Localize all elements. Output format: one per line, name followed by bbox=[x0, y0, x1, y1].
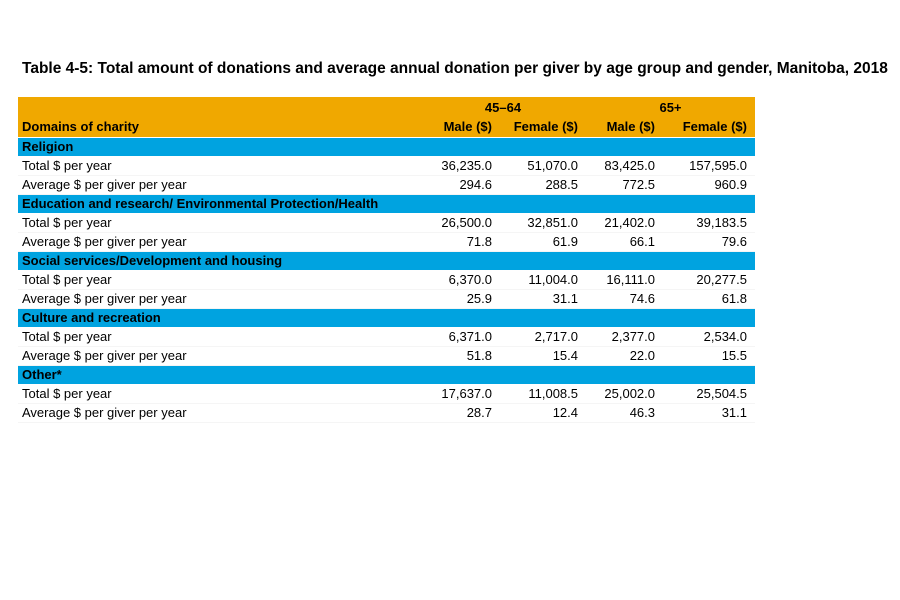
value-cell: 11,004.0 bbox=[500, 270, 586, 290]
total-row: Total $ per year 6,370.0 11,004.0 16,111.0 2… bbox=[18, 270, 755, 290]
value-cell: 21,402.0 bbox=[586, 213, 663, 233]
age-group-65-plus: 65+ bbox=[586, 97, 755, 117]
section-name: Other* bbox=[18, 364, 755, 385]
average-row: Average $ per giver per year 25.9 31.1 74.6… bbox=[18, 289, 755, 309]
section-header-row: Education and research/ Environmental Pr… bbox=[18, 193, 755, 214]
value-cell: 2,377.0 bbox=[586, 327, 663, 347]
section-header-row: Culture and recreation bbox=[18, 307, 755, 328]
value-cell: 71.8 bbox=[420, 232, 500, 252]
value-cell: 960.9 bbox=[663, 175, 755, 195]
column-header-female-45-64: Female ($) bbox=[500, 117, 586, 137]
value-cell: 31.1 bbox=[500, 289, 586, 309]
average-row: Average $ per giver per year 294.6 288.5 77… bbox=[18, 175, 755, 195]
average-row: Average $ per giver per year 51.8 15.4 22.0… bbox=[18, 346, 755, 366]
section-header-row: Social services/Development and housing bbox=[18, 250, 755, 271]
column-header-domains: Domains of charity bbox=[18, 117, 420, 137]
average-row: Average $ per giver per year 71.8 61.9 66.1… bbox=[18, 232, 755, 252]
section-name: Social services/Development and housing bbox=[18, 250, 755, 271]
section-header-row: Other* bbox=[18, 364, 755, 385]
value-cell: 157,595.0 bbox=[663, 156, 755, 176]
value-cell: 46.3 bbox=[586, 403, 663, 423]
value-cell: 31.1 bbox=[663, 403, 755, 423]
value-cell: 26,500.0 bbox=[420, 213, 500, 233]
value-cell: 79.6 bbox=[663, 232, 755, 252]
value-cell: 15.5 bbox=[663, 346, 755, 366]
value-cell: 2,534.0 bbox=[663, 327, 755, 347]
donations-table: 45–64 65+ Domains of charity Male ($) Fe… bbox=[18, 97, 755, 423]
value-cell: 20,277.5 bbox=[663, 270, 755, 290]
value-cell: 74.6 bbox=[586, 289, 663, 309]
value-cell: 12.4 bbox=[500, 403, 586, 423]
section-header-row: Religion bbox=[18, 136, 755, 157]
column-header-row: Domains of charity Male ($) Female ($) M… bbox=[18, 117, 755, 137]
value-cell: 25.9 bbox=[420, 289, 500, 309]
row-label: Average $ per giver per year bbox=[18, 289, 420, 309]
value-cell: 25,504.5 bbox=[663, 384, 755, 404]
row-label: Total $ per year bbox=[18, 270, 420, 290]
value-cell: 6,371.0 bbox=[420, 327, 500, 347]
section-name: Education and research/ Environmental Pr… bbox=[18, 193, 755, 214]
average-row: Average $ per giver per year 28.7 12.4 46.3… bbox=[18, 403, 755, 423]
value-cell: 51,070.0 bbox=[500, 156, 586, 176]
row-label: Average $ per giver per year bbox=[18, 403, 420, 423]
value-cell: 39,183.5 bbox=[663, 213, 755, 233]
row-label: Total $ per year bbox=[18, 384, 420, 404]
row-label: Average $ per giver per year bbox=[18, 175, 420, 195]
value-cell: 66.1 bbox=[586, 232, 663, 252]
row-label: Average $ per giver per year bbox=[18, 232, 420, 252]
row-label: Total $ per year bbox=[18, 327, 420, 347]
column-header-male-45-64: Male ($) bbox=[420, 117, 500, 137]
value-cell: 25,002.0 bbox=[586, 384, 663, 404]
value-cell: 294.6 bbox=[420, 175, 500, 195]
value-cell: 61.8 bbox=[663, 289, 755, 309]
value-cell: 16,111.0 bbox=[586, 270, 663, 290]
total-row: Total $ per year 17,637.0 11,008.5 25,002.0… bbox=[18, 384, 755, 404]
value-cell: 28.7 bbox=[420, 403, 500, 423]
row-label: Total $ per year bbox=[18, 156, 420, 176]
value-cell: 83,425.0 bbox=[586, 156, 663, 176]
value-cell: 288.5 bbox=[500, 175, 586, 195]
total-row: Total $ per year 6,371.0 2,717.0 2,377.0 2,5… bbox=[18, 327, 755, 347]
row-label: Total $ per year bbox=[18, 213, 420, 233]
value-cell: 2,717.0 bbox=[500, 327, 586, 347]
table-body: Religion Total $ per year 36,235.0 51,070.0… bbox=[18, 136, 755, 423]
value-cell: 6,370.0 bbox=[420, 270, 500, 290]
column-header-female-65-plus: Female ($) bbox=[663, 117, 755, 137]
value-cell: 61.9 bbox=[500, 232, 586, 252]
value-cell: 51.8 bbox=[420, 346, 500, 366]
value-cell: 11,008.5 bbox=[500, 384, 586, 404]
value-cell: 22.0 bbox=[586, 346, 663, 366]
value-cell: 36,235.0 bbox=[420, 156, 500, 176]
age-group-header-row: 45–64 65+ bbox=[18, 97, 755, 117]
age-group-45-64: 45–64 bbox=[420, 97, 586, 117]
column-header-male-65-plus: Male ($) bbox=[586, 117, 663, 137]
table-header: 45–64 65+ Domains of charity Male ($) Fe… bbox=[18, 97, 755, 137]
total-row: Total $ per year 36,235.0 51,070.0 83,425.0… bbox=[18, 156, 755, 176]
total-row: Total $ per year 26,500.0 32,851.0 21,402.0… bbox=[18, 213, 755, 233]
section-name: Culture and recreation bbox=[18, 307, 755, 328]
value-cell: 772.5 bbox=[586, 175, 663, 195]
value-cell: 15.4 bbox=[500, 346, 586, 366]
row-label: Average $ per giver per year bbox=[18, 346, 420, 366]
page-title: Table 4-5: Total amount of donations and… bbox=[22, 60, 888, 77]
empty-header-cell bbox=[18, 97, 420, 117]
value-cell: 17,637.0 bbox=[420, 384, 500, 404]
section-name: Religion bbox=[18, 136, 755, 157]
value-cell: 32,851.0 bbox=[500, 213, 586, 233]
